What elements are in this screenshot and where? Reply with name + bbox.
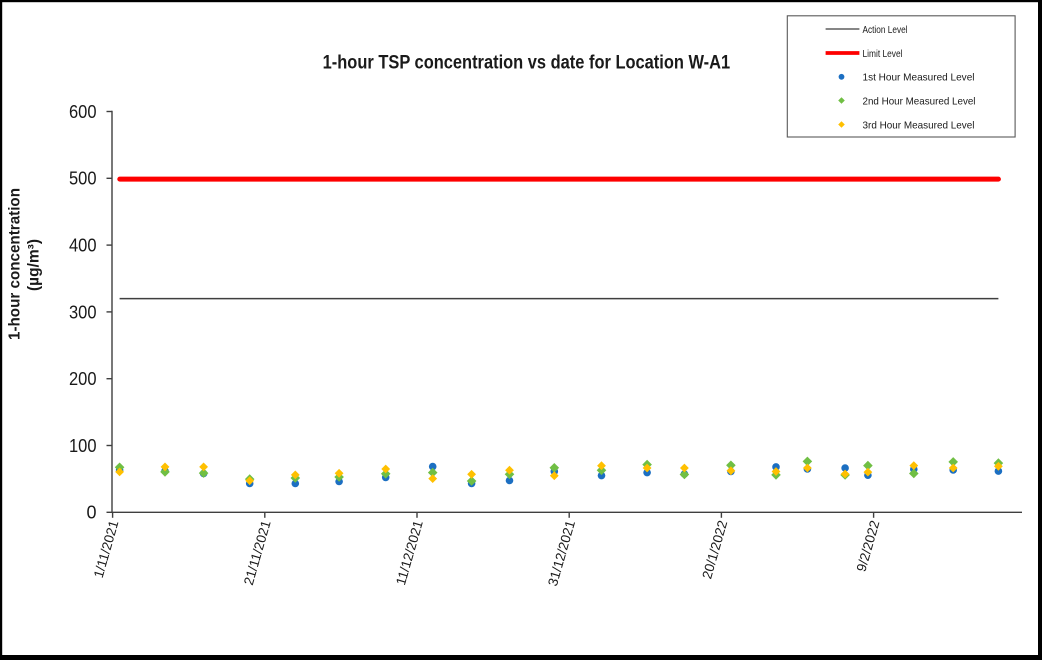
svg-text:2nd Hour Measured Level: 2nd Hour Measured Level	[863, 95, 976, 107]
svg-text:400: 400	[69, 236, 97, 256]
svg-text:1-hour TSP concentration vs da: 1-hour TSP concentration vs date for Loc…	[323, 52, 731, 74]
svg-text:300: 300	[69, 302, 97, 322]
svg-text:200: 200	[69, 369, 97, 389]
svg-text:1st Hour Measured Level: 1st Hour Measured Level	[863, 72, 975, 84]
svg-text:500: 500	[69, 169, 97, 189]
svg-text:Limit Level: Limit Level	[863, 48, 903, 60]
svg-text:(µg/m³): (µg/m³)	[26, 239, 43, 291]
svg-text:1-hour concentration: 1-hour concentration	[7, 188, 24, 340]
svg-text:Action Level: Action Level	[863, 24, 908, 36]
svg-text:100: 100	[69, 436, 97, 456]
svg-text:3rd Hour Measured Level: 3rd Hour Measured Level	[863, 119, 975, 131]
svg-text:0: 0	[86, 503, 96, 523]
svg-text:600: 600	[69, 102, 97, 122]
